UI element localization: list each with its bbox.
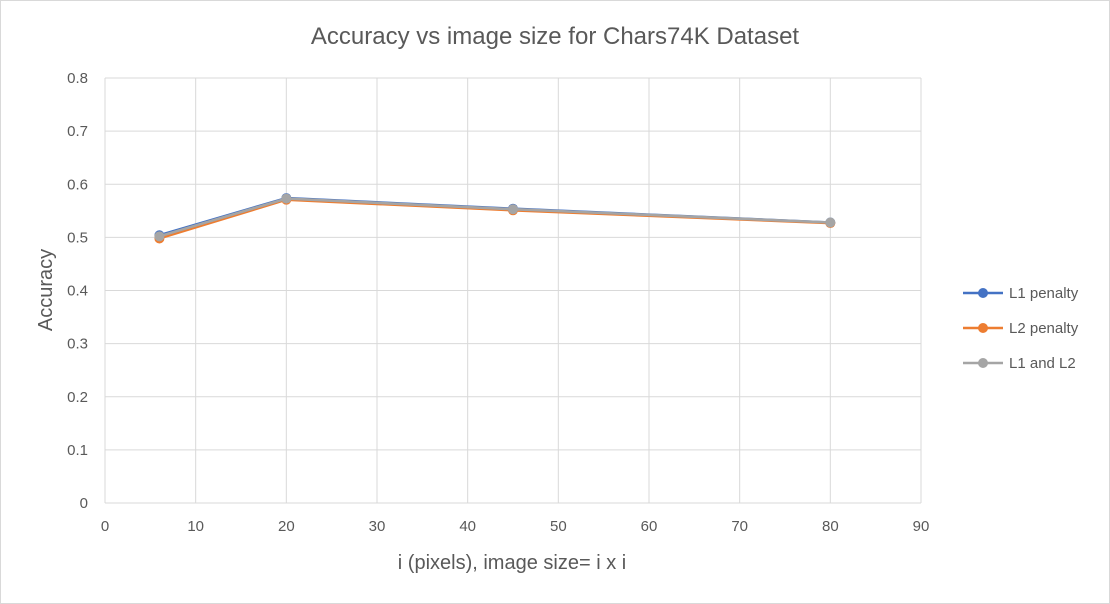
y-tick-label: 0.7 xyxy=(67,123,88,140)
legend: L1 penalty L2 penalty L1 and L2 xyxy=(963,285,1079,372)
data-point xyxy=(281,193,292,204)
legend-item: L1 penalty xyxy=(963,285,1079,302)
legend-label: L1 penalty xyxy=(1009,285,1079,302)
y-tick-label: 0.8 xyxy=(67,70,88,87)
y-tick-label: 0.5 xyxy=(67,229,88,246)
x-tick-label: 60 xyxy=(641,518,658,535)
x-tick-label: 90 xyxy=(913,518,930,535)
data-point xyxy=(508,204,518,215)
y-tick-label: 0.1 xyxy=(67,442,88,459)
data-point xyxy=(825,217,836,228)
y-tick-label: 0.4 xyxy=(67,283,88,300)
gridlines xyxy=(104,77,922,504)
series-line xyxy=(158,197,832,238)
series-line xyxy=(158,196,832,237)
x-tick-label: 20 xyxy=(278,518,295,535)
x-tick-label: 30 xyxy=(369,518,386,535)
series-3 xyxy=(154,193,836,242)
series-1 xyxy=(154,193,836,241)
legend-swatch-marker xyxy=(978,358,988,368)
y-tick-label: 0.2 xyxy=(67,389,88,406)
legend-item: L1 and L2 xyxy=(963,355,1076,372)
chart-title: Accuracy vs image size for Chars74K Data… xyxy=(311,23,800,50)
y-axis-title: Accuracy xyxy=(35,249,57,331)
legend-item: L2 penalty xyxy=(963,320,1079,337)
y-tick-label: 0 xyxy=(80,495,88,512)
legend-swatch-marker xyxy=(978,288,988,298)
x-tick-label: 80 xyxy=(822,518,839,535)
legend-swatch-marker xyxy=(978,323,988,333)
legend-label: L2 penalty xyxy=(1009,320,1079,337)
x-tick-label: 70 xyxy=(731,518,748,535)
tick-labels: 0 10 20 30 40 50 60 70 80 90 0 0.1 0.2 0.3 0.4 0.5 0.6 0.… xyxy=(67,70,929,535)
series-lines xyxy=(154,193,836,244)
x-tick-label: 50 xyxy=(550,518,567,535)
x-tick-label: 40 xyxy=(459,518,476,535)
y-tick-label: 0.6 xyxy=(67,176,88,193)
x-axis-title: i (pixels), image size= i x i xyxy=(398,552,626,574)
y-tick-label: 0.3 xyxy=(67,336,88,353)
data-point xyxy=(154,231,165,242)
x-tick-label: 10 xyxy=(187,518,204,535)
legend-label: L1 and L2 xyxy=(1009,355,1076,372)
x-tick-label: 0 xyxy=(101,518,109,535)
